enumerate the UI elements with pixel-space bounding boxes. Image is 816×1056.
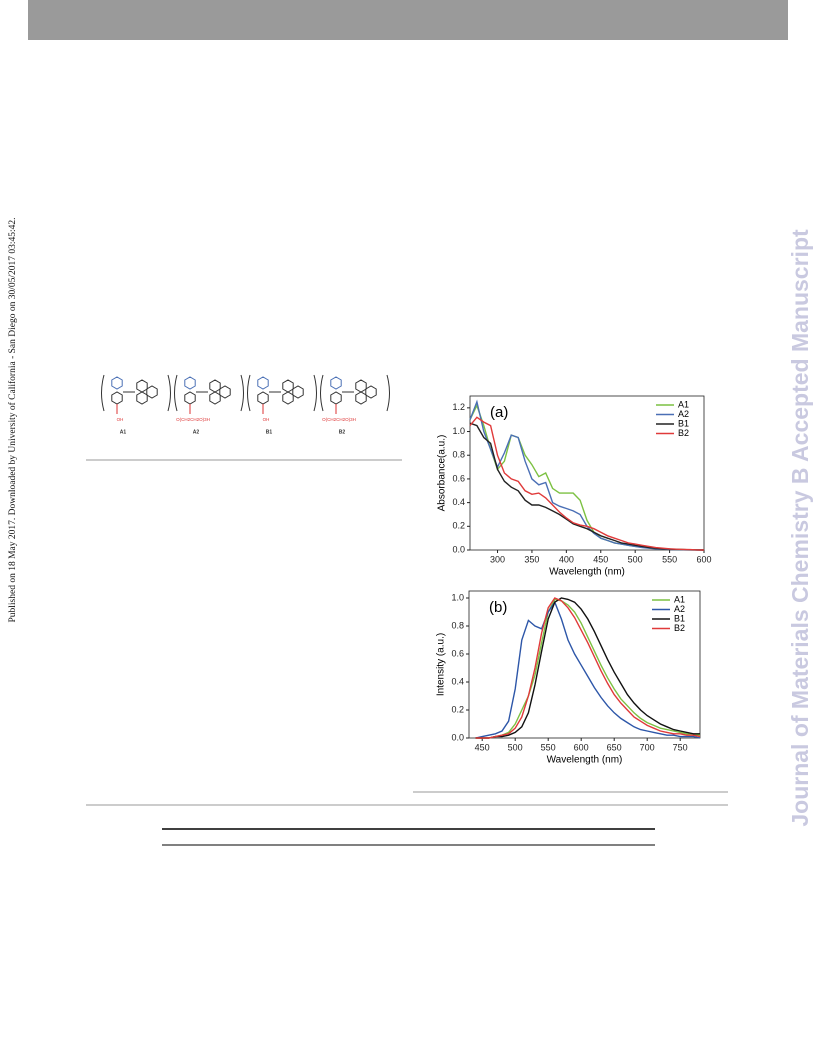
x-tick-label: 600 — [574, 742, 589, 752]
ring — [184, 376, 196, 390]
ring — [257, 391, 269, 405]
ring — [111, 391, 123, 405]
bracket — [313, 374, 317, 412]
x-tick-label: 650 — [607, 742, 622, 752]
bracket — [174, 374, 178, 412]
chart: 450 500 550 600 650 700 750 0.0 0.2 0.4 0.6 0.8 1.0 W… — [436, 590, 701, 766]
y-axis-label: Intensity (a.u.) — [436, 633, 447, 696]
y-tick-label: 0.2 — [451, 704, 464, 714]
legend-label: B2 — [678, 428, 689, 438]
bracket — [247, 374, 251, 412]
x-tick-label: 550 — [541, 742, 556, 752]
bracket — [320, 374, 324, 412]
y-tick-label: 0.4 — [451, 676, 464, 686]
x-axis-label: Wavelength (nm) — [549, 567, 625, 578]
substituent: OH — [117, 417, 124, 422]
x-tick-label: 750 — [673, 742, 688, 752]
series-line — [475, 597, 700, 739]
x-tick-label: 500 — [508, 742, 523, 752]
panel-label: (a) — [490, 404, 508, 421]
series-line — [469, 422, 705, 551]
compound-label: A1 — [120, 429, 127, 435]
legend-label: A2 — [678, 409, 689, 419]
y-tick-label: 0.6 — [452, 473, 465, 483]
y-tick-label: 0.2 — [452, 521, 465, 531]
ring — [282, 379, 294, 393]
legend-label: B1 — [678, 418, 689, 428]
legend-label: A1 — [674, 594, 685, 604]
plot-frame — [468, 590, 701, 739]
y-tick-label: 1.2 — [452, 402, 465, 412]
bracket — [386, 374, 390, 412]
ring — [136, 391, 148, 405]
compound-label: A2 — [193, 429, 200, 435]
ring — [219, 385, 231, 399]
chart: 300 350 400 450 500 550 600 0.0 0.2 0.4 0.6 0.8 1.0 1… — [437, 395, 712, 578]
y-tick-label: 0.6 — [451, 648, 464, 658]
y-tick-label: 0.8 — [451, 620, 464, 630]
x-axis-label: Wavelength (nm) — [547, 755, 623, 766]
x-tick-label: 500 — [628, 554, 643, 564]
panel-label: (b) — [489, 599, 507, 616]
ring — [136, 379, 148, 393]
x-tick-label: 700 — [640, 742, 655, 752]
header-bar — [28, 0, 788, 40]
x-tick-label: 450 — [593, 554, 608, 564]
ring — [257, 376, 269, 390]
ring — [184, 391, 196, 405]
y-axis-label: Absorbance(a.u.) — [437, 435, 448, 512]
y-tick-label: 0.4 — [452, 497, 465, 507]
legend-label: B2 — [674, 623, 685, 633]
ring — [330, 376, 342, 390]
ring — [209, 391, 221, 405]
series-line — [475, 600, 701, 739]
substituent: O(CH2CH2O)3H — [322, 417, 356, 422]
series-line — [469, 416, 705, 551]
y-tick-label: 1.0 — [452, 426, 465, 436]
x-tick-label: 400 — [559, 554, 574, 564]
y-tick-label: 0.0 — [452, 544, 465, 554]
y-tick-label: 1.0 — [451, 592, 464, 602]
compound-label: B2 — [339, 429, 346, 435]
x-tick-label: 550 — [662, 554, 677, 564]
watermark: Journal of Materials Chemistry B Accepte… — [787, 229, 813, 827]
x-tick-label: 600 — [696, 554, 711, 564]
ring — [111, 376, 123, 390]
y-tick-label: 0.0 — [451, 732, 464, 742]
bracket — [167, 374, 171, 412]
ring — [355, 379, 367, 393]
legend-label: B1 — [674, 613, 685, 623]
ring — [365, 385, 377, 399]
ring — [209, 379, 221, 393]
legend-label: A2 — [674, 604, 685, 614]
bracket — [240, 374, 244, 412]
series-line — [475, 598, 700, 739]
bracket — [101, 374, 105, 412]
x-tick-label: 300 — [490, 554, 505, 564]
ring — [292, 385, 304, 399]
plot-frame — [469, 395, 705, 551]
substituent: O(CH2CH2O)3H — [176, 417, 210, 422]
ring — [330, 391, 342, 405]
ring — [355, 391, 367, 405]
x-tick-label: 350 — [524, 554, 539, 564]
y-tick-label: 0.8 — [452, 450, 465, 460]
substituent: OH — [263, 417, 270, 422]
series-line — [475, 597, 701, 739]
sidebar-text: Published on 18 May 2017. Downloaded by … — [7, 217, 18, 622]
compound-label: B1 — [266, 429, 273, 435]
ring — [146, 385, 158, 399]
x-tick-label: 450 — [475, 742, 490, 752]
scheme: OH A1 O(CH2CH2O)3H A2 OH B1 O(CH2CH2O)3H B2 — [101, 374, 390, 435]
legend-label: A1 — [678, 399, 689, 409]
ring — [282, 391, 294, 405]
